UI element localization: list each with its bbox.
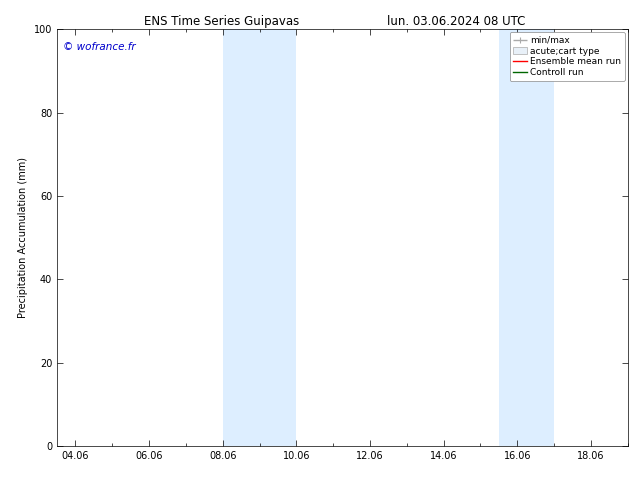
Y-axis label: Precipitation Accumulation (mm): Precipitation Accumulation (mm) <box>18 157 29 318</box>
Text: © wofrance.fr: © wofrance.fr <box>63 42 136 52</box>
Bar <box>499 29 554 446</box>
Bar <box>223 29 296 446</box>
Legend: min/max, acute;cart type, Ensemble mean run, Controll run: min/max, acute;cart type, Ensemble mean … <box>510 32 625 81</box>
Text: ENS Time Series Guipavas: ENS Time Series Guipavas <box>145 15 299 28</box>
Text: lun. 03.06.2024 08 UTC: lun. 03.06.2024 08 UTC <box>387 15 526 28</box>
